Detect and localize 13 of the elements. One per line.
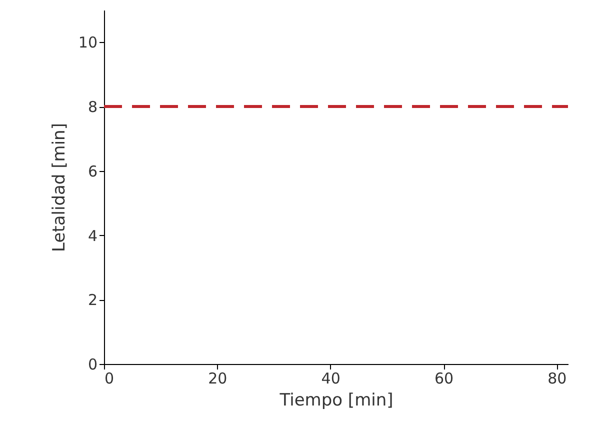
x-tick-label: 60: [434, 370, 454, 388]
y-axis-title: Letalidad [min]: [49, 123, 70, 252]
x-tick-label: 0: [104, 370, 114, 388]
y-tick-label: 8: [88, 98, 98, 116]
y-tick-label: 2: [88, 291, 98, 310]
x-axis-title: Tiempo [min]: [278, 390, 394, 410]
y-tick-label: 4: [88, 226, 98, 245]
y-tick-label: 6: [88, 162, 98, 180]
y-tick-label: 10: [78, 34, 98, 52]
x-tick-label: 80: [548, 370, 567, 388]
y-tick-label: 0: [88, 356, 98, 374]
x-tick-label: 20: [208, 370, 228, 388]
x-tick-label: 40: [321, 370, 340, 388]
